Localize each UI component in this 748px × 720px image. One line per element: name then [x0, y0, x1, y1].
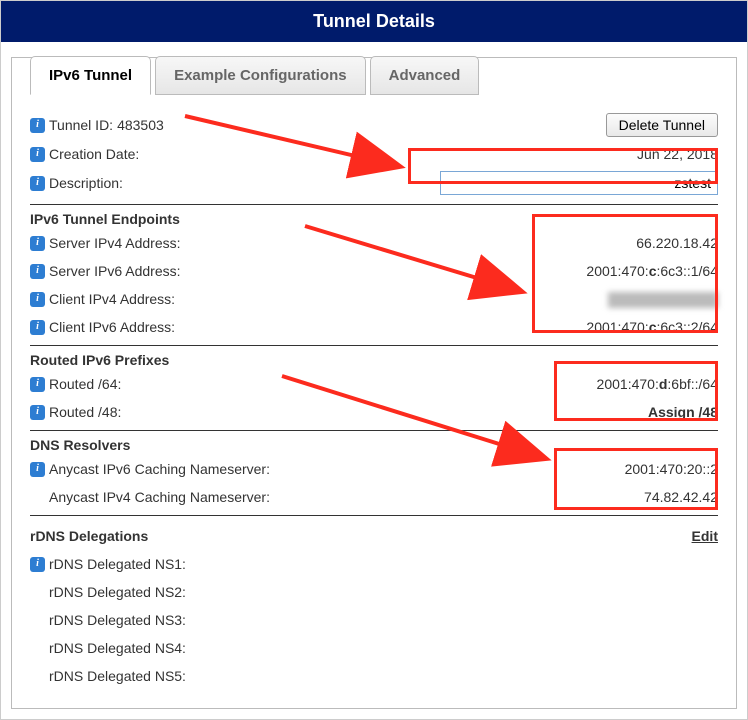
section-title-routed: Routed IPv6 Prefixes	[30, 352, 718, 368]
row-client-ipv6: i Client IPv6 Address: 2001:470:c:6c3::2…	[30, 313, 718, 341]
row-rdns-ns5: rDNS Delegated NS5:	[30, 662, 718, 690]
value-tunnel-id: 483503	[117, 114, 164, 136]
tab-example-configurations[interactable]: Example Configurations	[155, 56, 366, 95]
section-title-endpoints: IPv6 Tunnel Endpoints	[30, 211, 718, 227]
row-creation-date: i Creation Date: Jun 22, 2018	[30, 140, 718, 168]
info-icon[interactable]: i	[30, 462, 45, 477]
info-icon[interactable]: i	[30, 292, 45, 307]
value-routed-64: 2001:470:d:6bf::/64	[597, 373, 718, 395]
info-icon[interactable]: i	[30, 405, 45, 420]
divider	[30, 204, 718, 205]
label-creation-date: Creation Date:	[49, 143, 139, 165]
info-icon[interactable]: i	[30, 557, 45, 572]
rdns-edit-link[interactable]: Edit	[692, 525, 718, 547]
info-icon[interactable]: i	[30, 236, 45, 251]
row-dns-v4: Anycast IPv4 Caching Nameserver: 74.82.4…	[30, 483, 718, 511]
label-dns-v4: Anycast IPv4 Caching Nameserver:	[49, 486, 270, 508]
panel: IPv6 Tunnel Example Configurations Advan…	[11, 57, 737, 709]
label-routed-64: Routed /64:	[49, 373, 121, 395]
label-client-ipv6: Client IPv6 Address:	[49, 316, 175, 338]
header-title: Tunnel Details	[313, 11, 435, 31]
label-server-ipv6: Server IPv6 Address:	[49, 260, 181, 282]
info-icon[interactable]: i	[30, 320, 45, 335]
label-dns-v6: Anycast IPv6 Caching Nameserver:	[49, 458, 270, 480]
divider	[30, 430, 718, 431]
section-title-dns: DNS Resolvers	[30, 437, 718, 453]
divider	[30, 515, 718, 516]
tab-label: Advanced	[389, 67, 461, 84]
row-server-ipv4: i Server IPv4 Address: 66.220.18.42	[30, 229, 718, 257]
row-rdns-ns4: rDNS Delegated NS4:	[30, 634, 718, 662]
window: Tunnel Details IPv6 Tunnel Example Confi…	[0, 0, 748, 720]
info-icon[interactable]: i	[30, 377, 45, 392]
label-rdns-ns5: rDNS Delegated NS5:	[49, 665, 186, 687]
label-routed-48: Routed /48:	[49, 401, 121, 423]
label-tunnel-id: Tunnel ID:	[49, 114, 113, 136]
label-client-ipv4: Client IPv4 Address:	[49, 288, 175, 310]
label-description: Description:	[49, 172, 123, 194]
value-dns-v6: 2001:470:20::2	[625, 458, 718, 480]
value-server-ipv4: 66.220.18.42	[636, 232, 718, 254]
info-icon[interactable]: i	[30, 118, 45, 133]
row-routed-64: i Routed /64: 2001:470:d:6bf::/64	[30, 370, 718, 398]
value-client-ipv4-redacted	[608, 288, 718, 310]
label-rdns-ns3: rDNS Delegated NS3:	[49, 609, 186, 631]
section-title-rdns: rDNS Delegations	[30, 525, 148, 547]
value-server-ipv6: 2001:470:c:6c3::1/64	[586, 260, 718, 282]
row-tunnel-id: i Tunnel ID: 483503 Delete Tunnel	[30, 110, 718, 140]
delete-tunnel-button[interactable]: Delete Tunnel	[606, 113, 718, 137]
header-bar: Tunnel Details	[1, 1, 747, 42]
tab-label: IPv6 Tunnel	[49, 67, 132, 84]
row-server-ipv6: i Server IPv6 Address: 2001:470:c:6c3::1…	[30, 257, 718, 285]
row-rdns-ns1: i rDNS Delegated NS1:	[30, 550, 718, 578]
row-rdns-ns2: rDNS Delegated NS2:	[30, 578, 718, 606]
row-rdns-ns3: rDNS Delegated NS3:	[30, 606, 718, 634]
row-rdns-header: rDNS Delegations Edit	[30, 522, 718, 550]
tab-label: Example Configurations	[174, 67, 347, 84]
info-icon[interactable]: i	[30, 176, 45, 191]
label-server-ipv4: Server IPv4 Address:	[49, 232, 181, 254]
row-client-ipv4: i Client IPv4 Address:	[30, 285, 718, 313]
value-client-ipv6: 2001:470:c:6c3::2/64	[586, 316, 718, 338]
divider	[30, 345, 718, 346]
description-input[interactable]	[440, 171, 718, 195]
label-rdns-ns4: rDNS Delegated NS4:	[49, 637, 186, 659]
value-dns-v4: 74.82.42.42	[644, 486, 718, 508]
tab-advanced[interactable]: Advanced	[370, 56, 480, 95]
info-icon[interactable]: i	[30, 147, 45, 162]
row-routed-48: i Routed /48: Assign /48	[30, 398, 718, 426]
assign-48-link[interactable]: Assign /48	[648, 401, 718, 423]
row-description: i Description:	[30, 168, 718, 198]
tab-bar: IPv6 Tunnel Example Configurations Advan…	[30, 57, 718, 96]
row-dns-v6: i Anycast IPv6 Caching Nameserver: 2001:…	[30, 455, 718, 483]
tab-ipv6-tunnel[interactable]: IPv6 Tunnel	[30, 56, 151, 95]
label-rdns-ns1: rDNS Delegated NS1:	[49, 553, 186, 575]
info-icon[interactable]: i	[30, 264, 45, 279]
tab-content: i Tunnel ID: 483503 Delete Tunnel i Crea…	[30, 96, 718, 690]
label-rdns-ns2: rDNS Delegated NS2:	[49, 581, 186, 603]
value-creation-date: Jun 22, 2018	[637, 143, 718, 165]
